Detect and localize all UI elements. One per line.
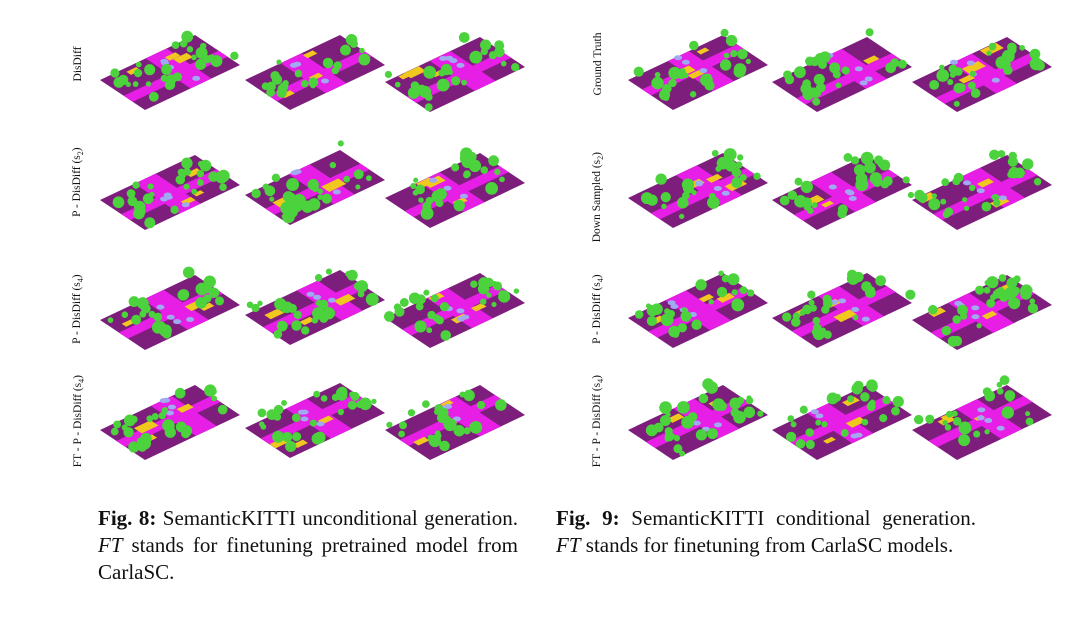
scene-thumbnail <box>90 360 240 478</box>
scene-thumbnail <box>90 130 240 248</box>
scene-thumbnail <box>90 10 240 128</box>
figure-9-caption: Fig. 9: SemanticKITTI conditional genera… <box>556 506 977 557</box>
row-label-down-sampled-s2: Down Sampled (s2) <box>590 152 606 243</box>
scene-thumbnail <box>235 358 385 476</box>
scene-thumbnail <box>375 248 525 366</box>
scene-thumbnail <box>90 250 240 368</box>
scene-thumbnail <box>762 130 912 248</box>
row-label-ground-truth: Ground Truth <box>592 32 604 96</box>
scene-thumbnail <box>762 248 916 366</box>
scene-thumbnail <box>235 125 385 243</box>
scene-thumbnail <box>762 360 912 478</box>
figure-9: Ground Truth Down Sampled (s2) P - DisDi… <box>540 0 1080 618</box>
scene-thumbnail <box>375 12 525 130</box>
figure-8-caption: Fig. 8: SemanticKITTI unconditional gene… <box>98 506 519 584</box>
scene-thumbnail <box>902 250 1052 368</box>
scene-thumbnail <box>235 10 385 128</box>
scene-thumbnail <box>375 128 525 246</box>
row-label-disdiff: DisDiff <box>72 46 84 82</box>
figure-8: DisDiff P - DisDiff (s2) P - DisDiff (s4… <box>70 10 525 584</box>
scene-thumbnail <box>902 360 1052 478</box>
scene-thumbnail <box>762 12 912 130</box>
scene-thumbnail <box>618 248 768 366</box>
scene-thumbnail <box>235 245 385 363</box>
row-label-p-disdiff-s2: P - DisDiff (s2) <box>70 147 86 217</box>
scene-thumbnail <box>618 10 768 128</box>
scene-thumbnail <box>375 360 525 478</box>
scene-thumbnail <box>618 128 768 246</box>
row-label-ft-p-disdiff-s4: FT - P - DisDiff (s4) <box>590 375 606 468</box>
row-label-ft-p-disdiff-s4: FT - P - DisDiff (s4) <box>71 375 87 468</box>
scene-thumbnail <box>618 360 768 478</box>
scene-thumbnail <box>902 12 1052 130</box>
scene-thumbnail <box>902 130 1052 248</box>
